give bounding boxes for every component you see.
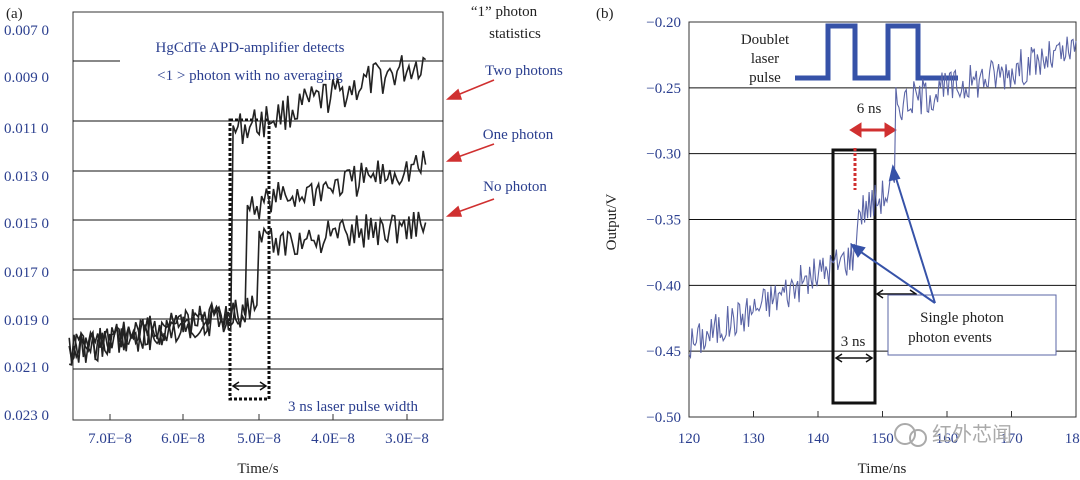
wechat-icon-inner — [909, 429, 927, 447]
detector-annotation-line2: <1 > photon with no averaging — [157, 68, 343, 84]
y-axis-title-b: Output/V — [604, 194, 620, 251]
label-no-photon: No photon — [483, 179, 547, 195]
events-label-line2: photon events — [908, 330, 992, 346]
traces-a — [68, 55, 427, 366]
arrowhead — [445, 205, 463, 217]
y-tick-label: 0.011 0 — [4, 121, 48, 137]
watermark-text: 红外芯闻 — [932, 422, 1012, 446]
x-ticks-b: 120 130 140 150 160 170 180 — [678, 411, 1080, 447]
y-tick-label: 0.023 0 — [4, 408, 49, 424]
arrowhead — [445, 150, 463, 162]
y-tick-label: 0.013 0 — [4, 169, 49, 185]
series-line — [68, 150, 427, 365]
series-line — [68, 211, 427, 363]
laser-label-line3: pulse — [749, 70, 781, 86]
y-tick-label: −0.35 — [646, 213, 681, 229]
series-line — [688, 36, 1077, 360]
x-tick-label: 150 — [871, 431, 894, 447]
y-tick-label: −0.20 — [646, 15, 681, 31]
y-tick-label: −0.40 — [646, 278, 681, 294]
x-tick-label: 5.0E−8 — [237, 431, 281, 447]
y-tick-label: −0.50 — [646, 410, 681, 426]
plot-frame-a — [72, 11, 444, 421]
label-two-photons: Two photons — [485, 63, 563, 79]
panel-a-label: (a) — [6, 6, 23, 22]
x-axis-title-b: Time/ns — [858, 461, 907, 477]
six-ns-label: 6 ns — [857, 101, 882, 117]
chart-a: (a) 0.007 0 0.009 0 0.011 0 0.013 0 0.01… — [4, 4, 563, 477]
pulse-width-label: 3 ns laser pulse width — [288, 399, 418, 415]
y-tick-label: 0.015 0 — [4, 216, 49, 232]
chart-b: (b) −0.20−0.25−0.30−0.35−0.40−0.45−0.50 … — [596, 6, 1080, 477]
detector-annotation-line1: HgCdTe APD-amplifier detects — [156, 40, 345, 56]
event-arrows — [850, 164, 936, 304]
y-tick-label: 0.009 0 — [4, 70, 49, 86]
label-one-photon: One photon — [483, 127, 554, 143]
x-tick-label: 4.0E−8 — [311, 431, 355, 447]
x-ticks-a — [109, 414, 408, 420]
y-tick-label: 0.019 0 — [4, 313, 49, 329]
x-tick-label: 120 — [678, 431, 701, 447]
x-axis-title-a: Time/s — [237, 461, 278, 477]
window-box-b — [831, 148, 877, 405]
y-tick-label: 0.007 0 — [4, 23, 49, 39]
y-tick-label: 0.017 0 — [4, 265, 49, 281]
arrow-two-photons — [454, 79, 495, 97]
doublet-pulse-shape — [795, 23, 958, 81]
arrow-one-photon — [454, 143, 495, 159]
x-tick-label: 130 — [742, 431, 765, 447]
wechat-icon — [894, 423, 916, 445]
x-tick-label: 180 — [1065, 431, 1080, 447]
watermark: 红外芯闻 — [894, 422, 1012, 447]
trace-b — [688, 36, 1077, 360]
x-tick-label: 160 — [936, 431, 959, 447]
laser-label-line2: laser — [751, 51, 779, 67]
gridlines-b — [689, 87, 1076, 352]
x-tick-label: 6.0E−8 — [161, 431, 205, 447]
annotation-bg — [120, 35, 380, 85]
laser-label-line1: Doublet — [741, 32, 790, 48]
three-ns-label: 3 ns — [841, 334, 866, 350]
x-tick-label: 3.0E−8 — [385, 431, 429, 447]
six-ns-arrow — [849, 122, 897, 138]
y-tick-label: −0.45 — [646, 344, 681, 360]
panel-b-label: (b) — [596, 6, 614, 22]
arrow-no-photon — [454, 198, 495, 214]
pulse-width-arrow — [231, 381, 268, 391]
events-label-box — [887, 294, 1057, 356]
statistics-title-line2: statistics — [489, 26, 541, 42]
y-ticks-b: −0.20 −0.25 −0.30 −0.35 −0.40 −0.45 −0.50 — [646, 15, 681, 426]
statistics-title-line1: “1” photon — [471, 4, 538, 20]
pulse-window-box — [228, 118, 271, 401]
arrowhead — [445, 88, 463, 100]
events-label-line1: Single photon — [920, 310, 1004, 326]
y-tick-label: −0.30 — [646, 147, 681, 163]
x-tick-label: 170 — [1000, 431, 1023, 447]
three-ns-arrow — [834, 353, 874, 363]
y-tick-label: 0.021 0 — [4, 360, 49, 376]
x-tick-label: 7.0E−8 — [88, 431, 132, 447]
x-tick-label: 140 — [807, 431, 830, 447]
y-tick-label: −0.25 — [646, 81, 681, 97]
